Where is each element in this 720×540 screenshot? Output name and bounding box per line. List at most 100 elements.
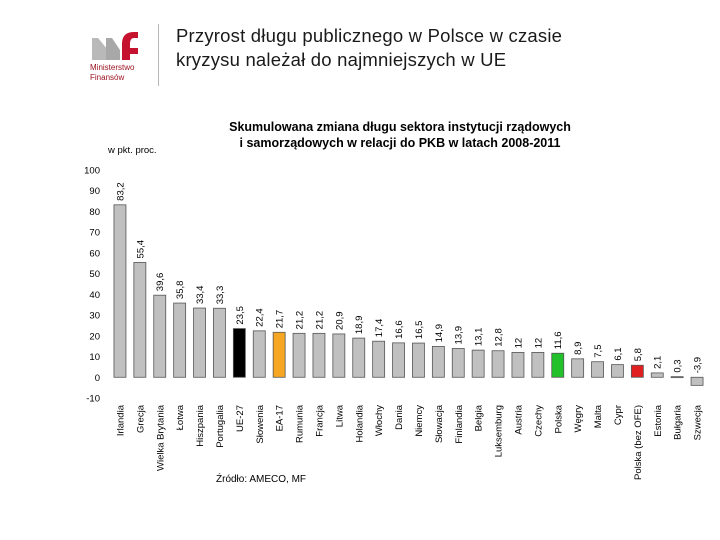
category-label: Litwa: [334, 404, 345, 427]
bar: [392, 342, 405, 378]
data-label: 17,4: [374, 319, 385, 338]
data-label: 35,8: [175, 281, 186, 300]
category-label: Łotwa: [175, 404, 186, 430]
y-tick-label: 60: [89, 248, 100, 259]
header-divider: [158, 24, 159, 86]
category-label: Francja: [314, 404, 325, 436]
data-label: 16,6: [394, 320, 405, 339]
bar: [332, 333, 346, 378]
bar: [372, 340, 386, 378]
data-label: 2,1: [653, 356, 664, 369]
chart-title: Skumulowana zmiana długu sektora instytu…: [190, 119, 610, 151]
data-label: 14,9: [434, 324, 445, 343]
slide-title: Przyrost długu publicznego w Polsce w cz…: [176, 24, 706, 72]
category-label: Polska: [553, 404, 564, 433]
bar: [511, 351, 525, 378]
y-tick-label: 70: [89, 228, 100, 239]
data-label: 21,2: [295, 311, 306, 330]
data-label: 12: [513, 338, 524, 349]
bar: [630, 364, 644, 378]
bar: [451, 348, 465, 378]
category-label: Finlandia: [454, 404, 465, 443]
ministry-logo-icon: [92, 32, 138, 60]
category-label: Niemcy: [414, 405, 425, 437]
bar: [153, 294, 167, 378]
bar: [173, 302, 187, 378]
data-label: 55,4: [135, 240, 146, 259]
y-tick-label: 0: [95, 373, 100, 384]
slide-title-line2: kryzysu należał do najmniejszych w UE: [176, 49, 507, 70]
data-label: 21,2: [314, 311, 325, 330]
chart-title-line2: i samorządowych w relacji do PKB w latac…: [239, 136, 561, 150]
y-tick-label: 30: [89, 311, 100, 322]
bar: [670, 376, 684, 379]
bar: [412, 342, 425, 378]
source-note: Źródło: AMECO, MF: [216, 474, 307, 485]
data-label: 21,7: [275, 310, 286, 329]
bar: [431, 345, 445, 378]
data-label: 8,9: [573, 342, 584, 355]
logo-line2: Finansów: [90, 73, 125, 82]
y-axis-unit-label: w pkt. proc.: [108, 145, 157, 156]
category-label: Hiszpania: [195, 404, 206, 446]
bar: [571, 358, 585, 378]
y-tick-label: 100: [84, 166, 100, 177]
category-label: Grecja: [135, 404, 146, 433]
category-label: Malta: [593, 404, 604, 428]
category-label: Holandia: [354, 404, 365, 442]
y-tick-label: 80: [89, 207, 100, 218]
data-label: 6,1: [613, 347, 624, 360]
y-tick-label: 90: [89, 186, 100, 197]
y-tick-label: 50: [89, 269, 100, 280]
category-label: Austria: [513, 404, 524, 434]
slide-title-line1: Przyrost długu publicznego w Polsce w cz…: [176, 25, 563, 46]
category-label: Słowenia: [255, 404, 266, 443]
y-tick-label: 20: [89, 331, 100, 342]
chart-title-line1: Skumulowana zmiana długu sektora instytu…: [229, 120, 571, 134]
bar: [193, 307, 206, 378]
category-label: Rumunia: [295, 404, 306, 443]
data-label: 39,6: [155, 273, 166, 292]
category-label: Słowacja: [434, 404, 445, 443]
category-label: Belgia: [474, 404, 485, 431]
bar: [113, 204, 127, 378]
category-label: Estonia: [653, 404, 664, 436]
bar: [232, 328, 246, 378]
bar: [551, 352, 565, 378]
data-label: 16,5: [414, 321, 425, 340]
bar: [591, 361, 604, 378]
bar: [352, 337, 366, 378]
category-label: Bułgaria: [673, 404, 684, 440]
category-label: UE-27: [235, 405, 246, 432]
bar: [272, 331, 286, 378]
logo-text: Ministerstwo Finansów: [90, 63, 134, 83]
category-label: Szwecja: [693, 404, 704, 440]
data-label: 20,9: [334, 311, 345, 330]
category-label: Czechy: [533, 405, 544, 437]
data-label: 11,6: [553, 331, 564, 349]
data-label: 5,8: [633, 348, 644, 361]
category-label: Portugalia: [215, 404, 226, 447]
category-label: Dania: [394, 404, 405, 430]
data-label: 33,3: [215, 286, 226, 305]
bar: [650, 372, 664, 378]
bar: [133, 262, 147, 378]
y-tick-label: -10: [86, 394, 100, 405]
bar: [252, 330, 266, 378]
bar: [611, 364, 624, 378]
data-label: 12,8: [494, 328, 505, 347]
category-label: Włochy: [374, 405, 385, 436]
data-label: -3,9: [693, 357, 704, 373]
data-label: 33,4: [195, 286, 206, 305]
bar: [312, 332, 326, 378]
data-label: 23,5: [235, 306, 246, 325]
logo-line1: Ministerstwo: [90, 63, 135, 72]
category-label: Polska (bez OFE): [633, 405, 644, 480]
data-label: 83,2: [115, 182, 126, 201]
category-label: Cypr: [613, 405, 624, 425]
data-label: 22,4: [255, 308, 266, 327]
data-label: 12: [533, 338, 544, 349]
data-label: 13,9: [454, 326, 465, 345]
bar: [292, 332, 306, 378]
